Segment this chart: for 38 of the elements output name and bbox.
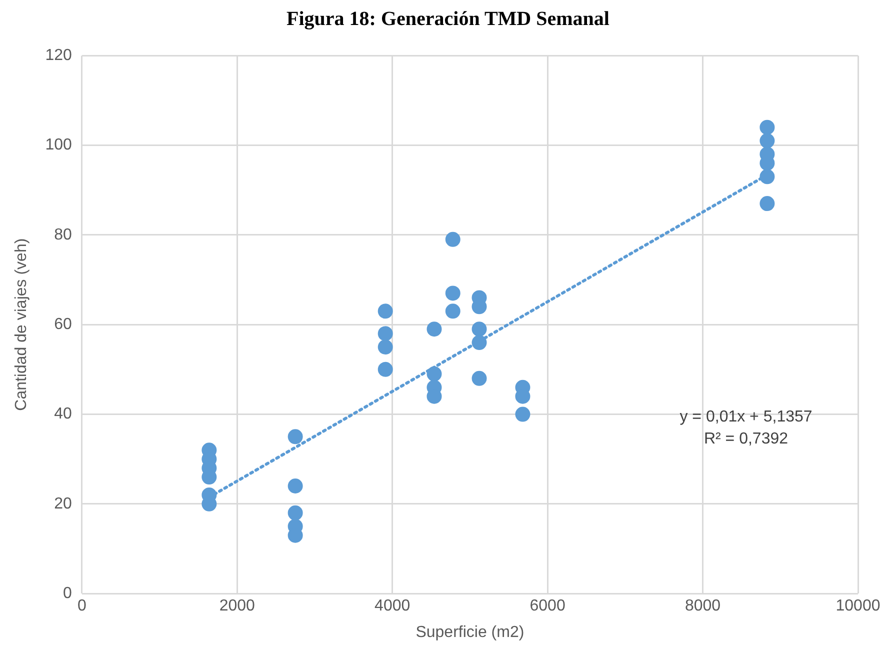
y-tick-label: 20	[54, 495, 72, 512]
point	[378, 362, 393, 377]
point	[426, 366, 442, 382]
point	[760, 196, 775, 212]
point	[445, 232, 460, 247]
chart-title: Figura 18: Generación TMD Semanal	[286, 8, 610, 32]
point	[515, 406, 530, 422]
x-tick-label: 6000	[530, 598, 566, 615]
point	[288, 478, 303, 494]
y-tick-label: 120	[45, 47, 72, 64]
y-axis-title: Cantidad de viajes (veh)	[13, 238, 30, 411]
x-tick-label: 2000	[219, 598, 256, 615]
point	[426, 322, 442, 337]
x-tick-label: 0	[77, 598, 86, 615]
point	[378, 304, 393, 319]
point	[472, 335, 487, 350]
point	[760, 120, 775, 135]
point	[760, 169, 775, 184]
y-tick-label: 80	[54, 226, 72, 244]
y-tick-label: 100	[45, 136, 72, 154]
point	[445, 286, 460, 301]
x-axis-title: Superficie (m2)	[416, 624, 524, 641]
x-tick-label: 4000	[374, 598, 410, 615]
annotation: y = 0,01x + 5,1357	[680, 408, 812, 426]
y-tick-label: 40	[54, 406, 72, 423]
x-tick-label: 8000	[684, 598, 721, 615]
point	[288, 505, 303, 520]
point	[378, 326, 393, 342]
point	[760, 133, 775, 148]
y-tick-label: 0	[62, 585, 72, 602]
y-tick-label: 60	[54, 316, 72, 334]
point	[288, 429, 303, 444]
point	[472, 322, 487, 337]
point	[445, 304, 460, 319]
annotation: R² = 0,7392	[704, 430, 788, 448]
point	[472, 370, 487, 386]
point	[378, 340, 393, 355]
x-tick-label: 10000	[836, 598, 880, 615]
